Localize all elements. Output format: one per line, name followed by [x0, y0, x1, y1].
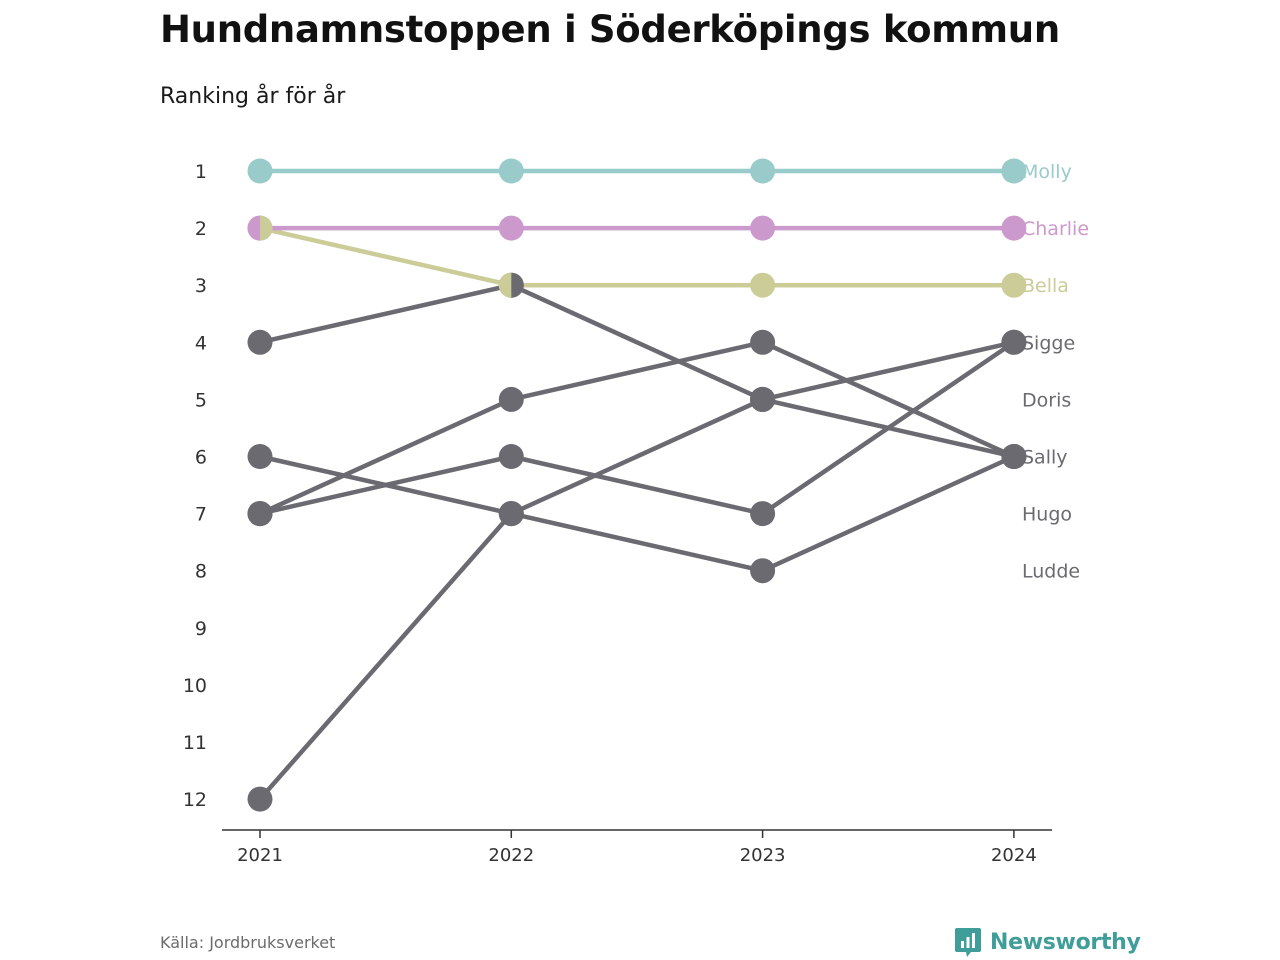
series-point-doris: [1001, 329, 1027, 355]
series-point-ludde: [498, 386, 524, 412]
end-label-molly: Molly: [1022, 161, 1072, 183]
end-label-charlie: Charlie: [1022, 218, 1089, 240]
y-tick-label: 8: [195, 561, 207, 583]
shared-point-right-hugo: [511, 501, 524, 527]
shared-point-right-ludde: [260, 501, 273, 527]
end-label-sigge: Sigge: [1022, 332, 1075, 354]
series-line-ludde: [257, 340, 1017, 516]
y-tick-label: 4: [195, 332, 207, 354]
x-tick-label: 2024: [991, 845, 1037, 866]
series-point-bella: [1001, 272, 1027, 298]
end-label-hugo: Hugo: [1022, 504, 1072, 526]
series-point-molly: [750, 158, 776, 184]
y-tick-label: 1: [195, 161, 207, 183]
y-tick-label: 2: [195, 218, 207, 240]
series-lines: [257, 168, 1017, 802]
y-tick-label: 5: [195, 389, 207, 411]
series-point-charlie: [1001, 215, 1027, 241]
series-point-sigge: [750, 501, 776, 527]
series-point-ludde: [1001, 444, 1027, 469]
y-tick-label: 7: [195, 504, 207, 526]
source-note: Källa: Jordbruksverket: [160, 933, 336, 952]
y-tick-label: 12: [183, 789, 207, 811]
series-line-sally: [257, 282, 1017, 459]
series-point-charlie: [498, 215, 524, 241]
series-line-doris: [257, 340, 1017, 802]
series-point-hugo: [247, 444, 273, 469]
series-point-sigge: [498, 444, 524, 469]
series-line-bella: [257, 225, 1017, 288]
series-point-hugo: [750, 558, 776, 584]
chart-title: Hundnamnstoppen i Söderköpings kommun: [160, 8, 1060, 51]
y-tick-label: 9: [195, 618, 207, 640]
series-point-molly: [1001, 158, 1027, 184]
shared-point-left-charlie: [247, 215, 260, 241]
chart-subtitle: Ranking år för år: [160, 84, 346, 109]
shared-point-right-bella: [260, 215, 273, 241]
series-point-bella: [750, 272, 776, 298]
shared-point-left-sigge: [247, 501, 260, 527]
brand-logo[interactable]: Newsworthy: [954, 926, 1141, 958]
shared-point-left-bella: [498, 272, 512, 298]
series-point-sally: [247, 329, 273, 355]
series-point-molly: [498, 158, 524, 184]
series-line-hugo: [257, 454, 1017, 573]
y-tick-label: 6: [195, 447, 207, 469]
x-tick-label: 2021: [237, 845, 283, 866]
shared-point-left-doris: [750, 386, 763, 412]
end-label-sally: Sally: [1022, 447, 1068, 469]
y-tick-label: 11: [183, 732, 207, 754]
y-tick-label: 3: [195, 275, 207, 297]
series-point-ludde: [750, 329, 776, 355]
shared-point-left-doris: [498, 501, 512, 527]
series-point-charlie: [750, 215, 776, 241]
end-label-ludde: Ludde: [1022, 561, 1080, 583]
brand-name: Newsworthy: [990, 929, 1141, 955]
end-label-bella: Bella: [1022, 275, 1069, 297]
newsworthy-logo-icon: [955, 928, 981, 957]
series-point-doris: [247, 786, 273, 812]
series-points: [247, 158, 1027, 812]
shared-point-right-sally: [511, 272, 524, 298]
shared-point-right-sally: [762, 386, 776, 412]
y-tick-label: 10: [183, 675, 207, 697]
x-tick-label: 2023: [740, 845, 786, 866]
series-point-molly: [247, 158, 273, 184]
end-labels: Molly Charlie Bella Sigge Doris Sally Hugo Ludd…: [1022, 161, 1089, 583]
end-label-doris: Doris: [1022, 389, 1071, 411]
x-tick-label: 2022: [488, 845, 534, 866]
x-axis: 2021 2022 2023 2024: [222, 829, 1052, 866]
